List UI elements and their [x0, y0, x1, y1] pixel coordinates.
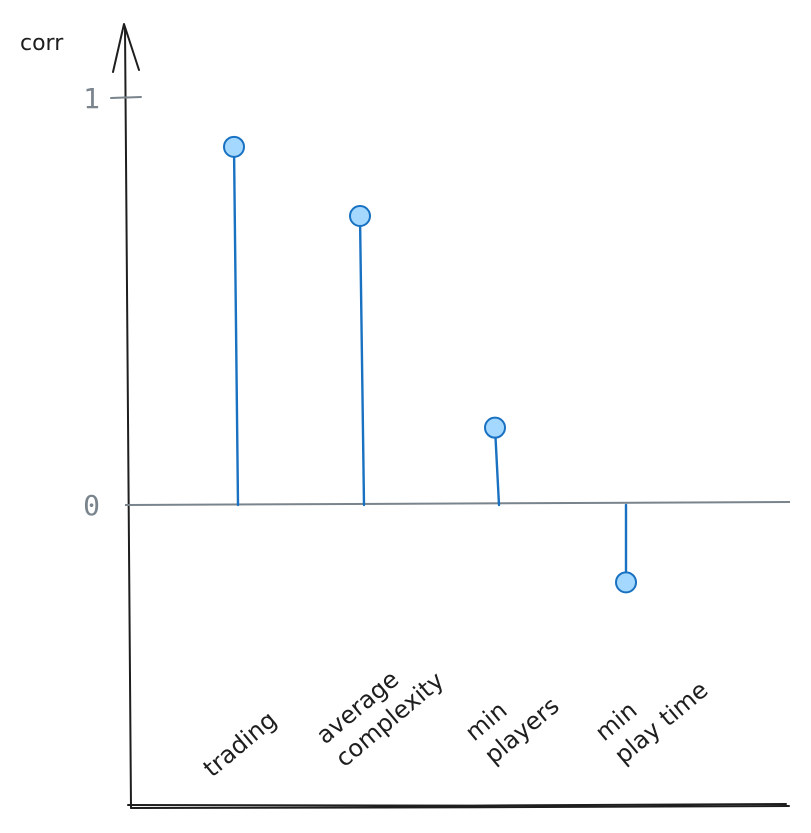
- y-axis: [124, 27, 132, 809]
- lollipop-stem: [232, 145, 240, 507]
- lollipop-stem: [493, 426, 501, 507]
- x-axis: [130, 805, 790, 809]
- category-label: trading: [198, 706, 282, 783]
- lollipop-marks: [223, 135, 637, 594]
- category-label: minplayers: [460, 669, 565, 770]
- category-label: averagecomplexity: [311, 643, 449, 772]
- category-label: minplay time: [590, 653, 714, 770]
- lollipop-point: [484, 416, 506, 439]
- y-ticks: 01: [83, 82, 142, 522]
- x-axis-second-stroke: [127, 803, 787, 807]
- zero-line: [124, 501, 791, 506]
- lollipop-stem: [358, 214, 366, 507]
- y-tick-label: 1: [83, 82, 100, 115]
- y-axis-title: corr: [20, 31, 64, 56]
- y-tick-mark: [110, 96, 142, 99]
- y-axis-arrowhead: [112, 23, 140, 73]
- category-labels: trading averagecomplexity minplayers minpla…: [198, 643, 714, 783]
- lollipop-point: [349, 205, 371, 228]
- lollipop-point: [223, 135, 245, 158]
- y-tick-label: 0: [83, 489, 100, 522]
- lollipop-point: [615, 571, 637, 594]
